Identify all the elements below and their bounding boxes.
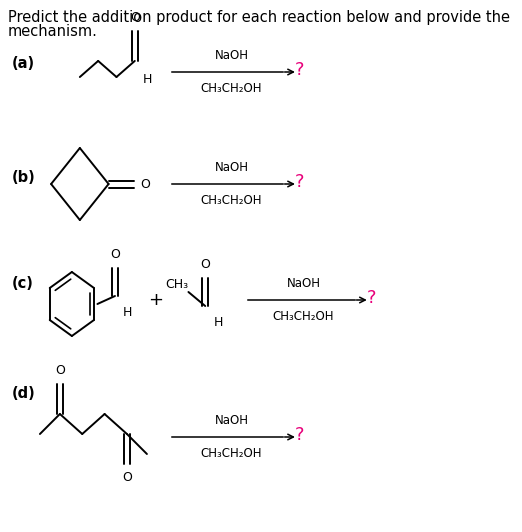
Text: ?: ?: [295, 426, 304, 444]
Text: ?: ?: [295, 61, 304, 79]
Text: ?: ?: [366, 289, 376, 307]
Text: mechanism.: mechanism.: [8, 24, 98, 39]
Text: (a): (a): [12, 56, 35, 71]
Text: NaOH: NaOH: [215, 414, 248, 427]
Text: NaOH: NaOH: [287, 277, 321, 290]
Text: O: O: [55, 364, 65, 377]
Text: H: H: [214, 316, 223, 329]
Text: Predict the addition product for each reaction below and provide the: Predict the addition product for each re…: [8, 10, 510, 25]
Text: O: O: [122, 471, 132, 484]
Text: ?: ?: [295, 173, 304, 191]
Text: H: H: [143, 73, 152, 86]
Text: O: O: [200, 258, 210, 271]
Text: O: O: [140, 178, 150, 190]
Text: (c): (c): [12, 277, 34, 292]
Text: O: O: [130, 11, 140, 24]
Text: (d): (d): [12, 387, 35, 402]
Text: CH₃CH₂OH: CH₃CH₂OH: [201, 194, 263, 207]
Text: NaOH: NaOH: [215, 49, 248, 62]
Text: CH₃CH₂OH: CH₃CH₂OH: [272, 310, 334, 323]
Text: CH₃CH₂OH: CH₃CH₂OH: [201, 447, 263, 460]
Text: O: O: [110, 248, 120, 261]
Text: H: H: [123, 306, 133, 319]
Text: (b): (b): [12, 170, 35, 185]
Text: +: +: [148, 291, 163, 309]
Text: CH₃CH₂OH: CH₃CH₂OH: [201, 82, 263, 95]
Text: CH₃: CH₃: [165, 278, 189, 290]
Text: NaOH: NaOH: [215, 161, 248, 174]
